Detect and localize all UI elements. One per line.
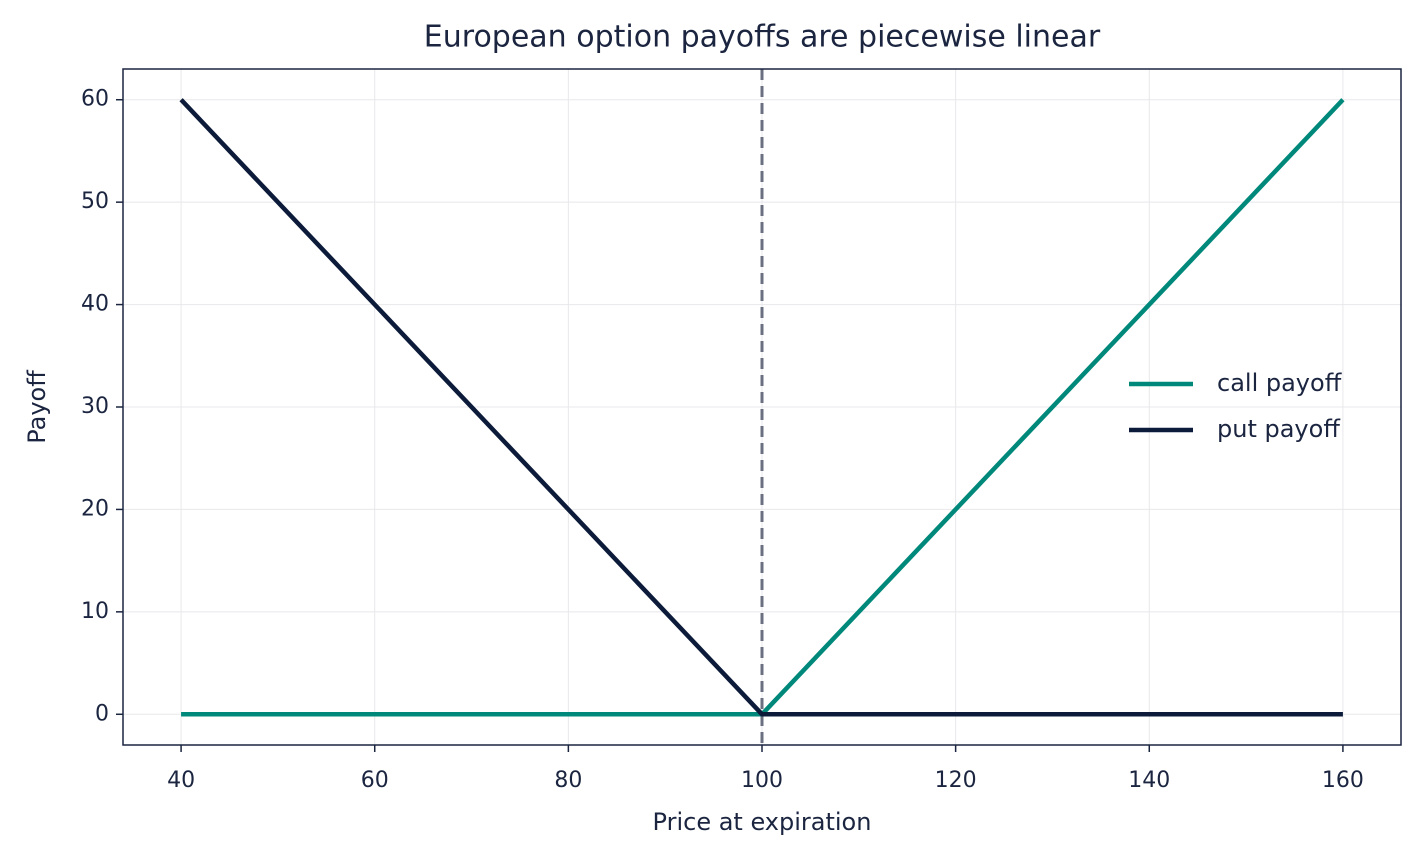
y-axis-label: Payoff [23, 370, 51, 444]
chart-title: European option payoffs are piecewise li… [424, 20, 1101, 55]
x-tick-label: 60 [361, 768, 389, 793]
y-tick-label: 40 [81, 292, 109, 317]
legend-label: call payoff [1217, 369, 1342, 397]
legend-label: put payoff [1217, 415, 1340, 443]
x-tick-label: 140 [1128, 768, 1170, 793]
plot-frame [122, 68, 1402, 746]
x-tick-label: 80 [554, 768, 582, 793]
series-line [179, 98, 1343, 717]
y-tick-label: 0 [95, 701, 109, 726]
x-tick-label: 40 [167, 768, 195, 793]
y-tick-label: 50 [81, 189, 109, 214]
y-tick-label: 10 [81, 599, 109, 624]
y-tick-label: 60 [81, 87, 109, 112]
y-tick-label: 30 [81, 394, 109, 419]
x-tick-label: 100 [741, 768, 783, 793]
x-tick-label: 160 [1322, 768, 1364, 793]
y-tick-label: 20 [81, 496, 109, 521]
x-axis-label: Price at expiration [653, 808, 872, 836]
x-tick-label: 120 [935, 768, 977, 793]
